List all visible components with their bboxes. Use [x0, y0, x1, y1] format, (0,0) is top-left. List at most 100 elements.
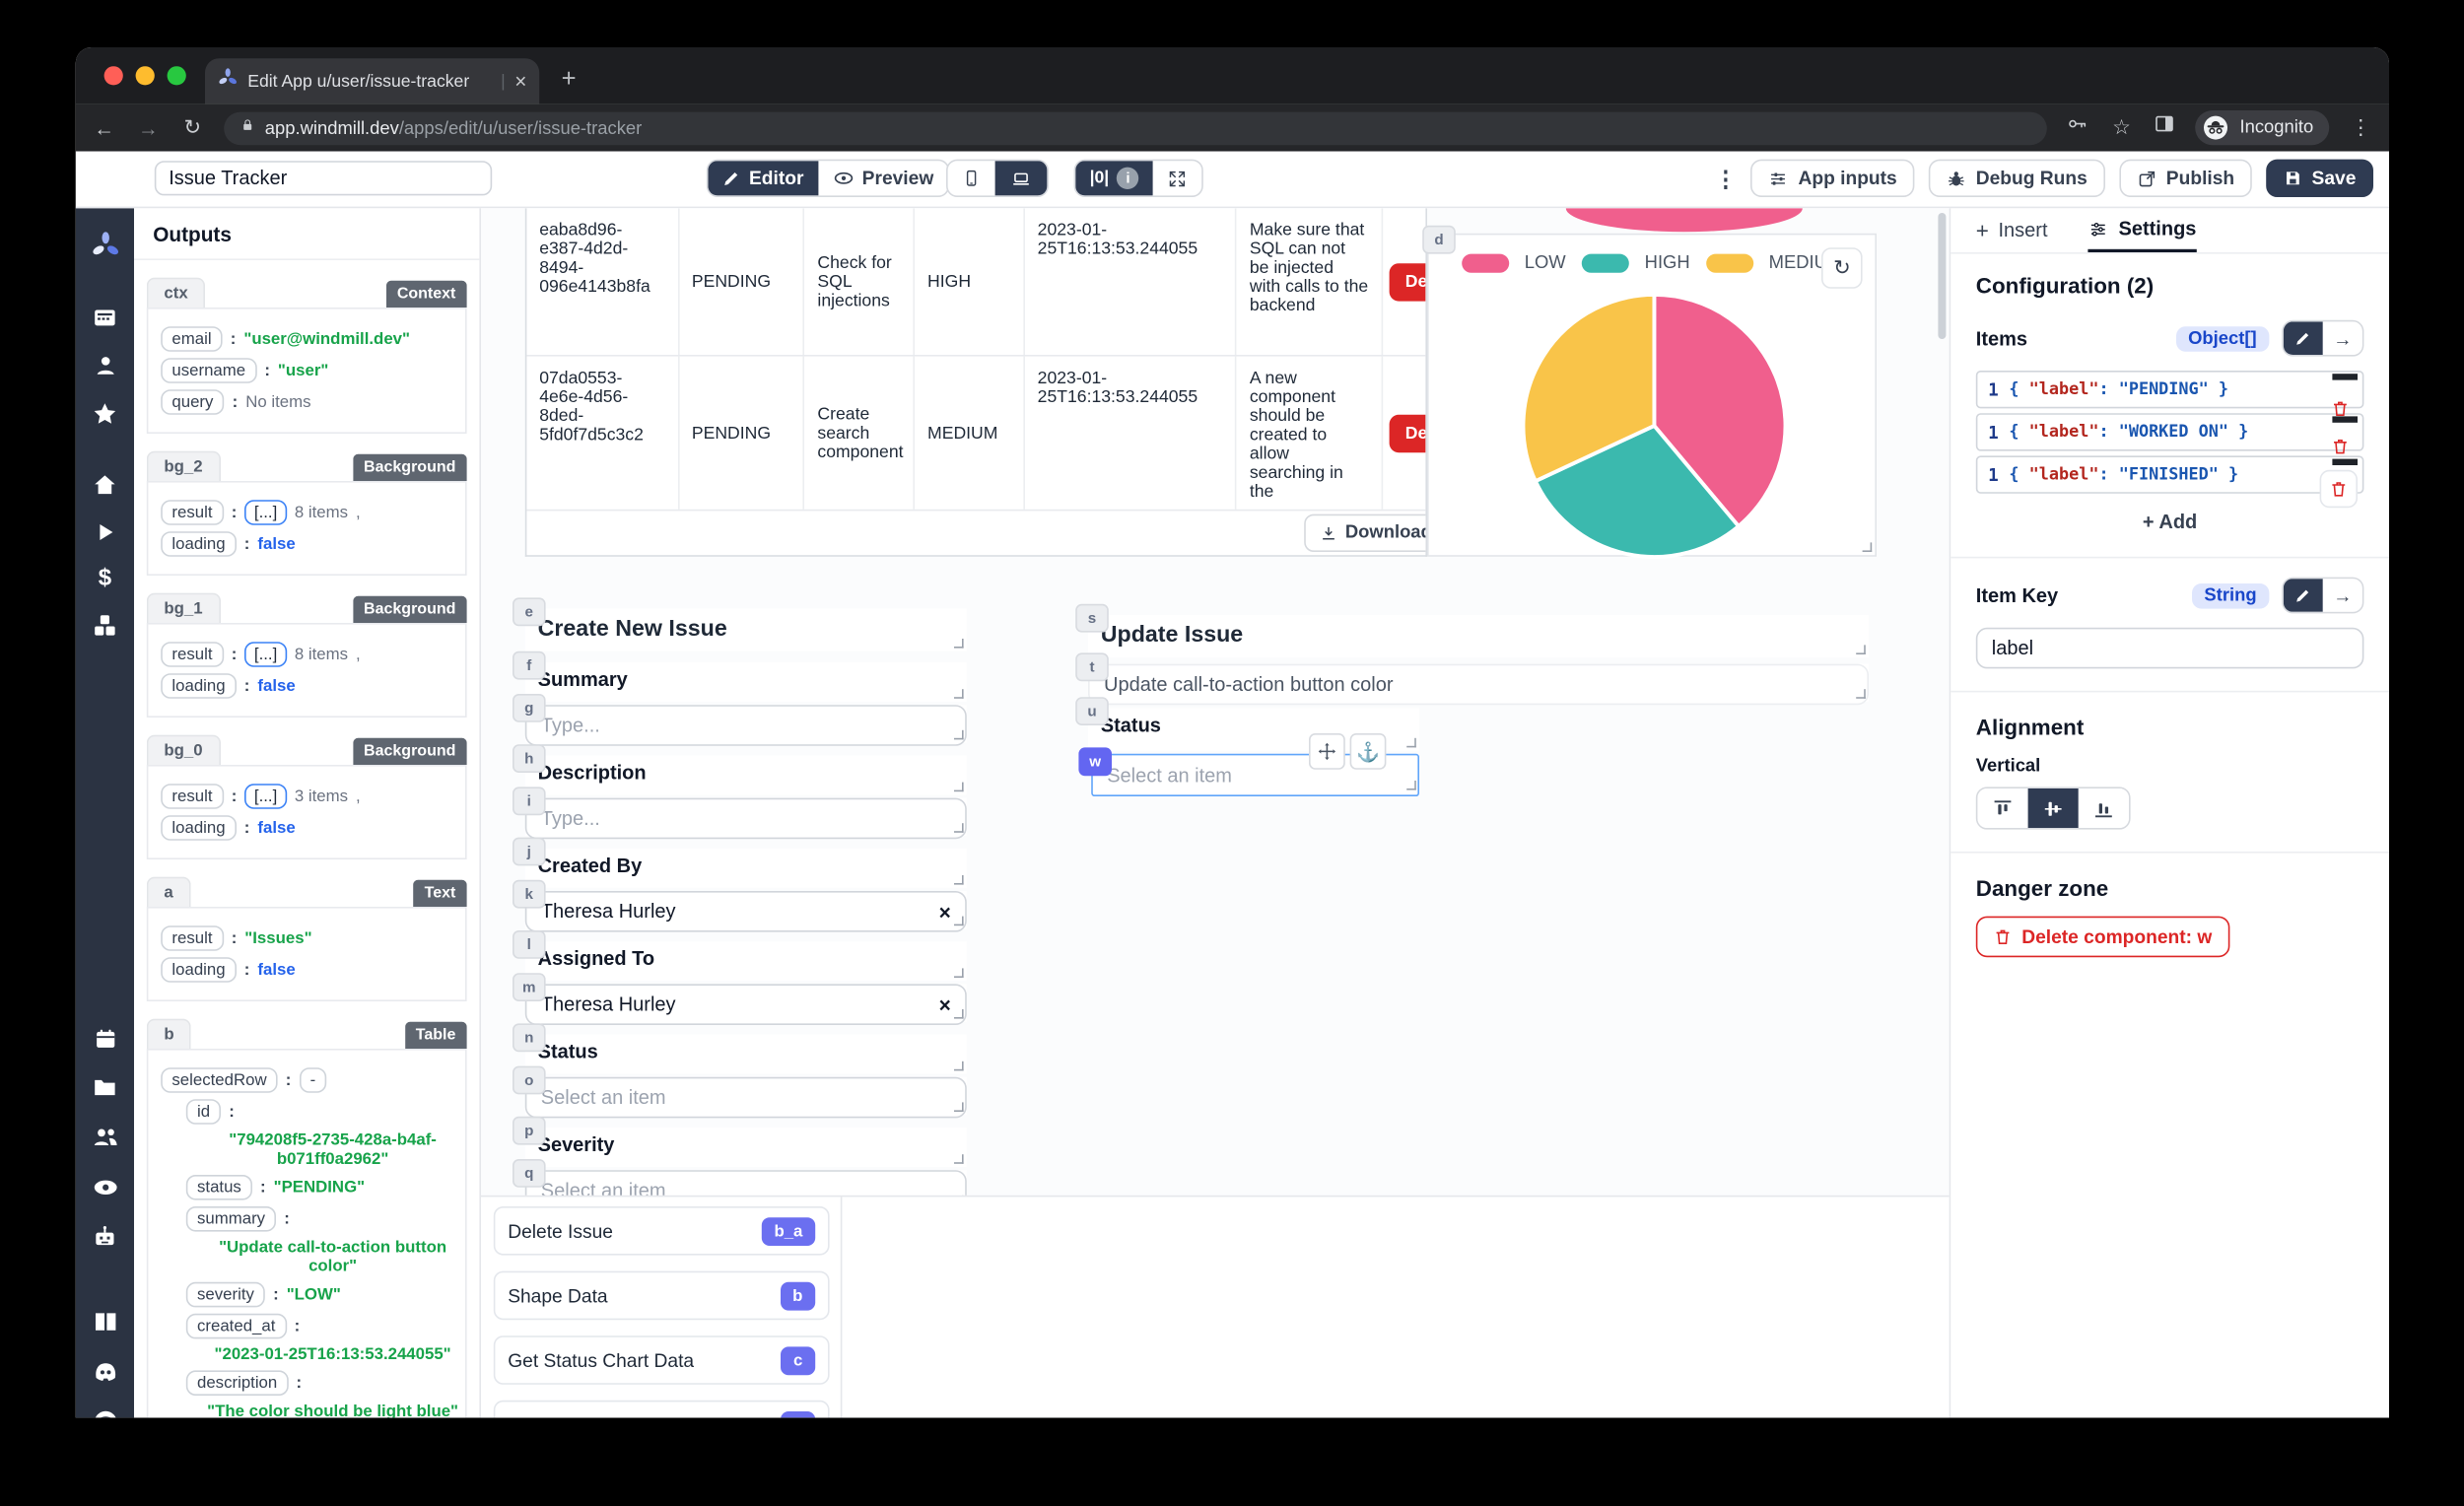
delete-component-button[interactable]: Delete component: w [1975, 916, 2229, 958]
github-icon[interactable] [91, 1408, 119, 1418]
clear-icon[interactable]: × [938, 993, 951, 1017]
move-handle[interactable] [1309, 733, 1345, 770]
output-row[interactable]: query: No items [161, 389, 452, 415]
description-label-block[interactable]: h Description [513, 744, 967, 795]
width-indicator-button[interactable]: |0| i [1075, 161, 1154, 196]
connect-arrow-button[interactable]: → [2322, 321, 2362, 355]
section-tab[interactable]: a [146, 876, 191, 907]
ai-robot-icon[interactable] [91, 1224, 119, 1251]
legend-swatch-high[interactable] [1581, 253, 1629, 273]
connect-arrow-button[interactable]: → [2322, 579, 2362, 612]
static-edit-button[interactable] [2283, 579, 2323, 612]
home-icon[interactable] [91, 471, 119, 498]
insert-tab[interactable]: + Insert [1975, 217, 2048, 243]
output-row[interactable]: result: "Issues" [161, 925, 452, 951]
password-key-icon[interactable] [2067, 112, 2090, 144]
align-top-button[interactable] [1977, 788, 2028, 828]
output-row[interactable]: severity: "LOW" [185, 1281, 452, 1308]
runs-play-icon[interactable] [91, 520, 119, 544]
cell-title[interactable]: Check for SQL injections [805, 208, 916, 355]
delete-item-2-button[interactable] [2319, 469, 2358, 509]
user-icon[interactable] [91, 353, 119, 378]
item-row-1[interactable]: 1 { "label": "WORKED ON" } [1975, 413, 2364, 451]
preview-tab[interactable]: Preview [818, 161, 948, 195]
desktop-view-button[interactable] [994, 161, 1048, 196]
browser-menu-icon[interactable]: ⋮ [2350, 114, 2371, 139]
clear-icon[interactable]: × [938, 899, 951, 924]
cell-id[interactable]: eaba8d96-e387-4d2d-8494-096e4143b8fa [526, 208, 680, 355]
output-row[interactable]: loading: false [161, 957, 452, 983]
assigned-to-select-block[interactable]: m Theresa Hurley × [513, 973, 967, 1025]
zoom-window-button[interactable] [167, 66, 186, 86]
cell-status[interactable]: PENDING [679, 208, 805, 355]
status-select-block[interactable]: o Select an item [513, 1065, 967, 1119]
legend-label[interactable]: HIGH [1644, 253, 1690, 273]
issues-table-component[interactable]: eaba8d96-e387-4d2d-8494-096e4143b8fa PEN… [524, 208, 1427, 557]
runnable-severity-chart-data[interactable]: Get Severity Chart Datad [493, 1400, 830, 1418]
close-window-button[interactable] [103, 66, 123, 86]
assigned-to-label-block[interactable]: l Assigned To [513, 930, 967, 982]
fullscreen-button[interactable] [1153, 161, 1202, 195]
apps-grid-icon[interactable] [91, 305, 119, 331]
publish-button[interactable]: Publish [2118, 159, 2252, 197]
section-tab[interactable]: bg_2 [146, 450, 221, 481]
schedules-calendar-icon[interactable] [91, 1027, 119, 1053]
browser-tab[interactable]: Edit App u/user/issue-tracker | × [205, 58, 540, 104]
app-inputs-button[interactable]: App inputs [1750, 159, 1915, 197]
runnable-status-chart-data[interactable]: Get Status Chart Data c [493, 1335, 830, 1385]
anchor-button[interactable]: ⚓ [1349, 733, 1387, 770]
add-item-button[interactable]: + Add [2133, 510, 2207, 535]
side-panel-icon[interactable] [2154, 112, 2177, 144]
new-tab-button[interactable]: + [561, 66, 577, 94]
status-label-block[interactable]: n Status [513, 1023, 967, 1074]
address-bar[interactable]: app.windmill.dev/apps/edit/u/user/issue-… [224, 110, 2048, 145]
align-bottom-button[interactable] [2078, 788, 2129, 828]
output-row[interactable]: status: "PENDING" [185, 1175, 452, 1200]
runnable-delete-issue[interactable]: Delete Issue b_a [493, 1206, 830, 1256]
canvas-scrollbar[interactable] [1938, 213, 1947, 339]
audit-eye-icon[interactable] [91, 1173, 119, 1201]
editor-tab[interactable]: Editor [708, 161, 818, 196]
description-input-block[interactable]: i Type... [513, 787, 967, 840]
summary-label-block[interactable]: f Summary [513, 650, 967, 702]
minimize-window-button[interactable] [135, 66, 155, 86]
discord-icon[interactable] [91, 1358, 119, 1387]
output-row[interactable]: result: [...] 8 items, [161, 500, 452, 525]
output-row[interactable]: loading: false [161, 673, 452, 699]
legend-swatch-low[interactable] [1461, 253, 1509, 273]
save-button[interactable]: Save [2266, 159, 2373, 197]
resources-cubes-icon[interactable] [91, 612, 119, 639]
debug-runs-button[interactable]: Debug Runs [1928, 159, 2105, 197]
update-status-select-block-selected[interactable]: w ⚓ Select an item [1078, 733, 1419, 796]
output-row[interactable]: selectedRow: - [161, 1067, 452, 1093]
output-row[interactable]: loading: false [161, 531, 452, 557]
legend-label[interactable]: LOW [1524, 253, 1566, 273]
legend-swatch-medium[interactable] [1705, 253, 1753, 273]
download-button[interactable]: Download [1304, 513, 1426, 552]
item-row-2[interactable]: 1 { "label": "FINISHED" } [1975, 455, 2364, 494]
output-row[interactable]: summary: [185, 1206, 452, 1232]
app-menu-icon[interactable]: ⋮ [1714, 165, 1738, 190]
summary-input-block[interactable]: g Type... [513, 694, 967, 746]
created-by-label-block[interactable]: j Created By [513, 837, 967, 888]
output-row[interactable]: id: [185, 1099, 452, 1125]
output-row[interactable]: email: "user@windmill.dev" [161, 326, 452, 352]
cell-id[interactable]: 07da0553-4e6e-4d56-8ded-5fd0f7d5c3c2 [526, 356, 680, 510]
align-center-button[interactable] [2027, 788, 2079, 828]
delete-item-0-button[interactable] [2323, 391, 2358, 426]
cell-created-at[interactable]: 2023-01-25T16:13:53.244055 [1025, 208, 1238, 355]
section-tab[interactable]: bg_0 [146, 734, 221, 765]
refresh-chart-button[interactable]: ↻ [1821, 247, 1863, 289]
output-row[interactable]: created_at: [185, 1313, 452, 1339]
output-row[interactable]: username: "user" [161, 358, 452, 383]
cell-description[interactable]: Make sure that SQL can not be injected w… [1237, 208, 1384, 355]
cell-severity[interactable]: HIGH [915, 208, 1025, 355]
reload-icon[interactable]: ↻ [183, 114, 201, 139]
severity-label-block[interactable]: p Severity [513, 1116, 967, 1167]
cell-status[interactable]: PENDING [679, 356, 805, 510]
severity-pie-chart-component[interactable]: d LOW HIGH MEDIUM ↻ [1422, 225, 1877, 559]
item-row-0[interactable]: 1 { "label": "PENDING" } [1975, 371, 2364, 409]
cell-title[interactable]: Create search component [805, 356, 916, 510]
back-icon[interactable]: ← [94, 115, 114, 140]
output-row[interactable]: description: [185, 1370, 452, 1396]
